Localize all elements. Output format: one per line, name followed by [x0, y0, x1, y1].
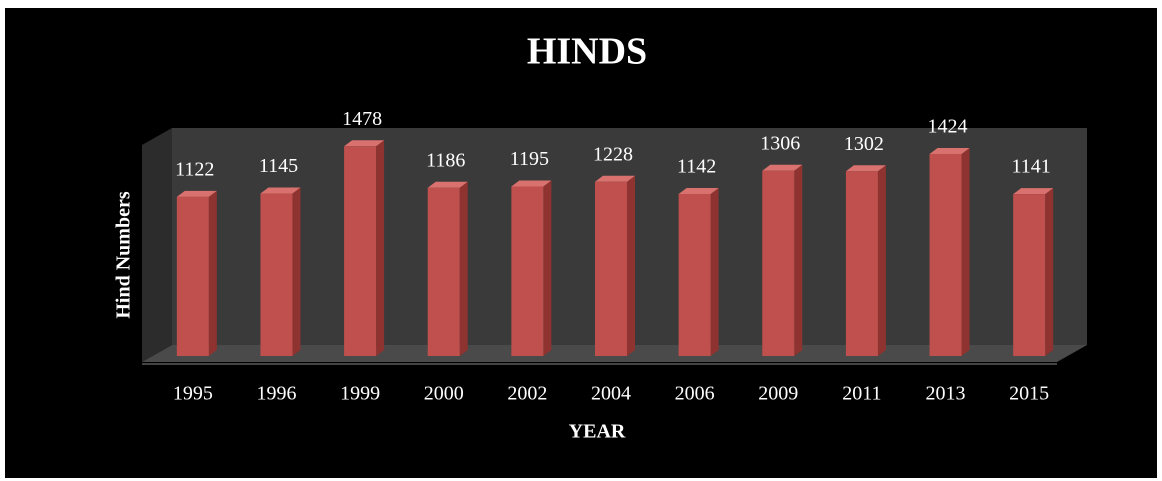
bar [260, 193, 293, 356]
x-tick-label: 2013 [926, 383, 966, 405]
x-tick-label: 1999 [340, 383, 380, 405]
bar-top [260, 187, 301, 194]
bar-side [292, 187, 301, 356]
bar-top [929, 147, 970, 154]
chart-title: HINDS [527, 31, 647, 73]
bar [511, 186, 544, 356]
x-tick-label: 2006 [675, 383, 715, 405]
data-label: 1186 [426, 149, 465, 171]
bar [929, 153, 962, 356]
data-label: 1478 [342, 108, 382, 130]
bar-top [176, 190, 217, 197]
bar-side [543, 180, 552, 356]
x-axis-title: YEAR [569, 421, 626, 443]
bar-top [845, 165, 886, 172]
bar [344, 146, 377, 356]
bar-side [877, 165, 886, 356]
side-wall [142, 128, 172, 362]
x-tick-label: 1996 [256, 383, 296, 405]
bar-top [344, 140, 385, 147]
y-axis-title: Hind Numbers [113, 191, 135, 318]
bar-top [595, 175, 635, 182]
bar [762, 170, 795, 356]
bar [678, 193, 711, 356]
x-tick-label: 2011 [842, 383, 881, 405]
bar-side [961, 147, 970, 356]
data-label: 1145 [259, 155, 298, 177]
bar-top [427, 181, 468, 188]
data-label: 1302 [844, 133, 884, 155]
data-label: 1122 [175, 158, 214, 180]
x-tick-label: 1995 [173, 383, 213, 405]
data-label: 1141 [1012, 156, 1051, 178]
bar-side [459, 181, 468, 356]
data-label: 1306 [760, 132, 800, 154]
bar [1013, 194, 1046, 356]
x-tick-label: 2002 [507, 383, 547, 405]
data-label: 1195 [510, 148, 549, 170]
bar-top [762, 164, 803, 171]
bar-side [208, 190, 217, 356]
bar-top [511, 180, 552, 187]
x-tick-label: 2015 [1009, 383, 1049, 405]
bar-side [710, 187, 719, 356]
bar [845, 171, 878, 356]
data-label: 1424 [928, 116, 968, 138]
data-label: 1228 [593, 143, 633, 165]
x-tick-label: 2004 [591, 383, 631, 405]
x-tick-label: 2000 [424, 383, 464, 405]
bar-side [627, 175, 635, 356]
bar-top [678, 187, 719, 194]
bar-top [1013, 188, 1054, 195]
bar [176, 196, 209, 356]
bar-side [1045, 188, 1054, 356]
bar [595, 181, 627, 356]
bar-side [794, 164, 803, 356]
data-label: 1142 [677, 156, 716, 178]
bar [427, 187, 460, 356]
x-tick-label: 2009 [758, 383, 798, 405]
bar-side [376, 140, 385, 356]
